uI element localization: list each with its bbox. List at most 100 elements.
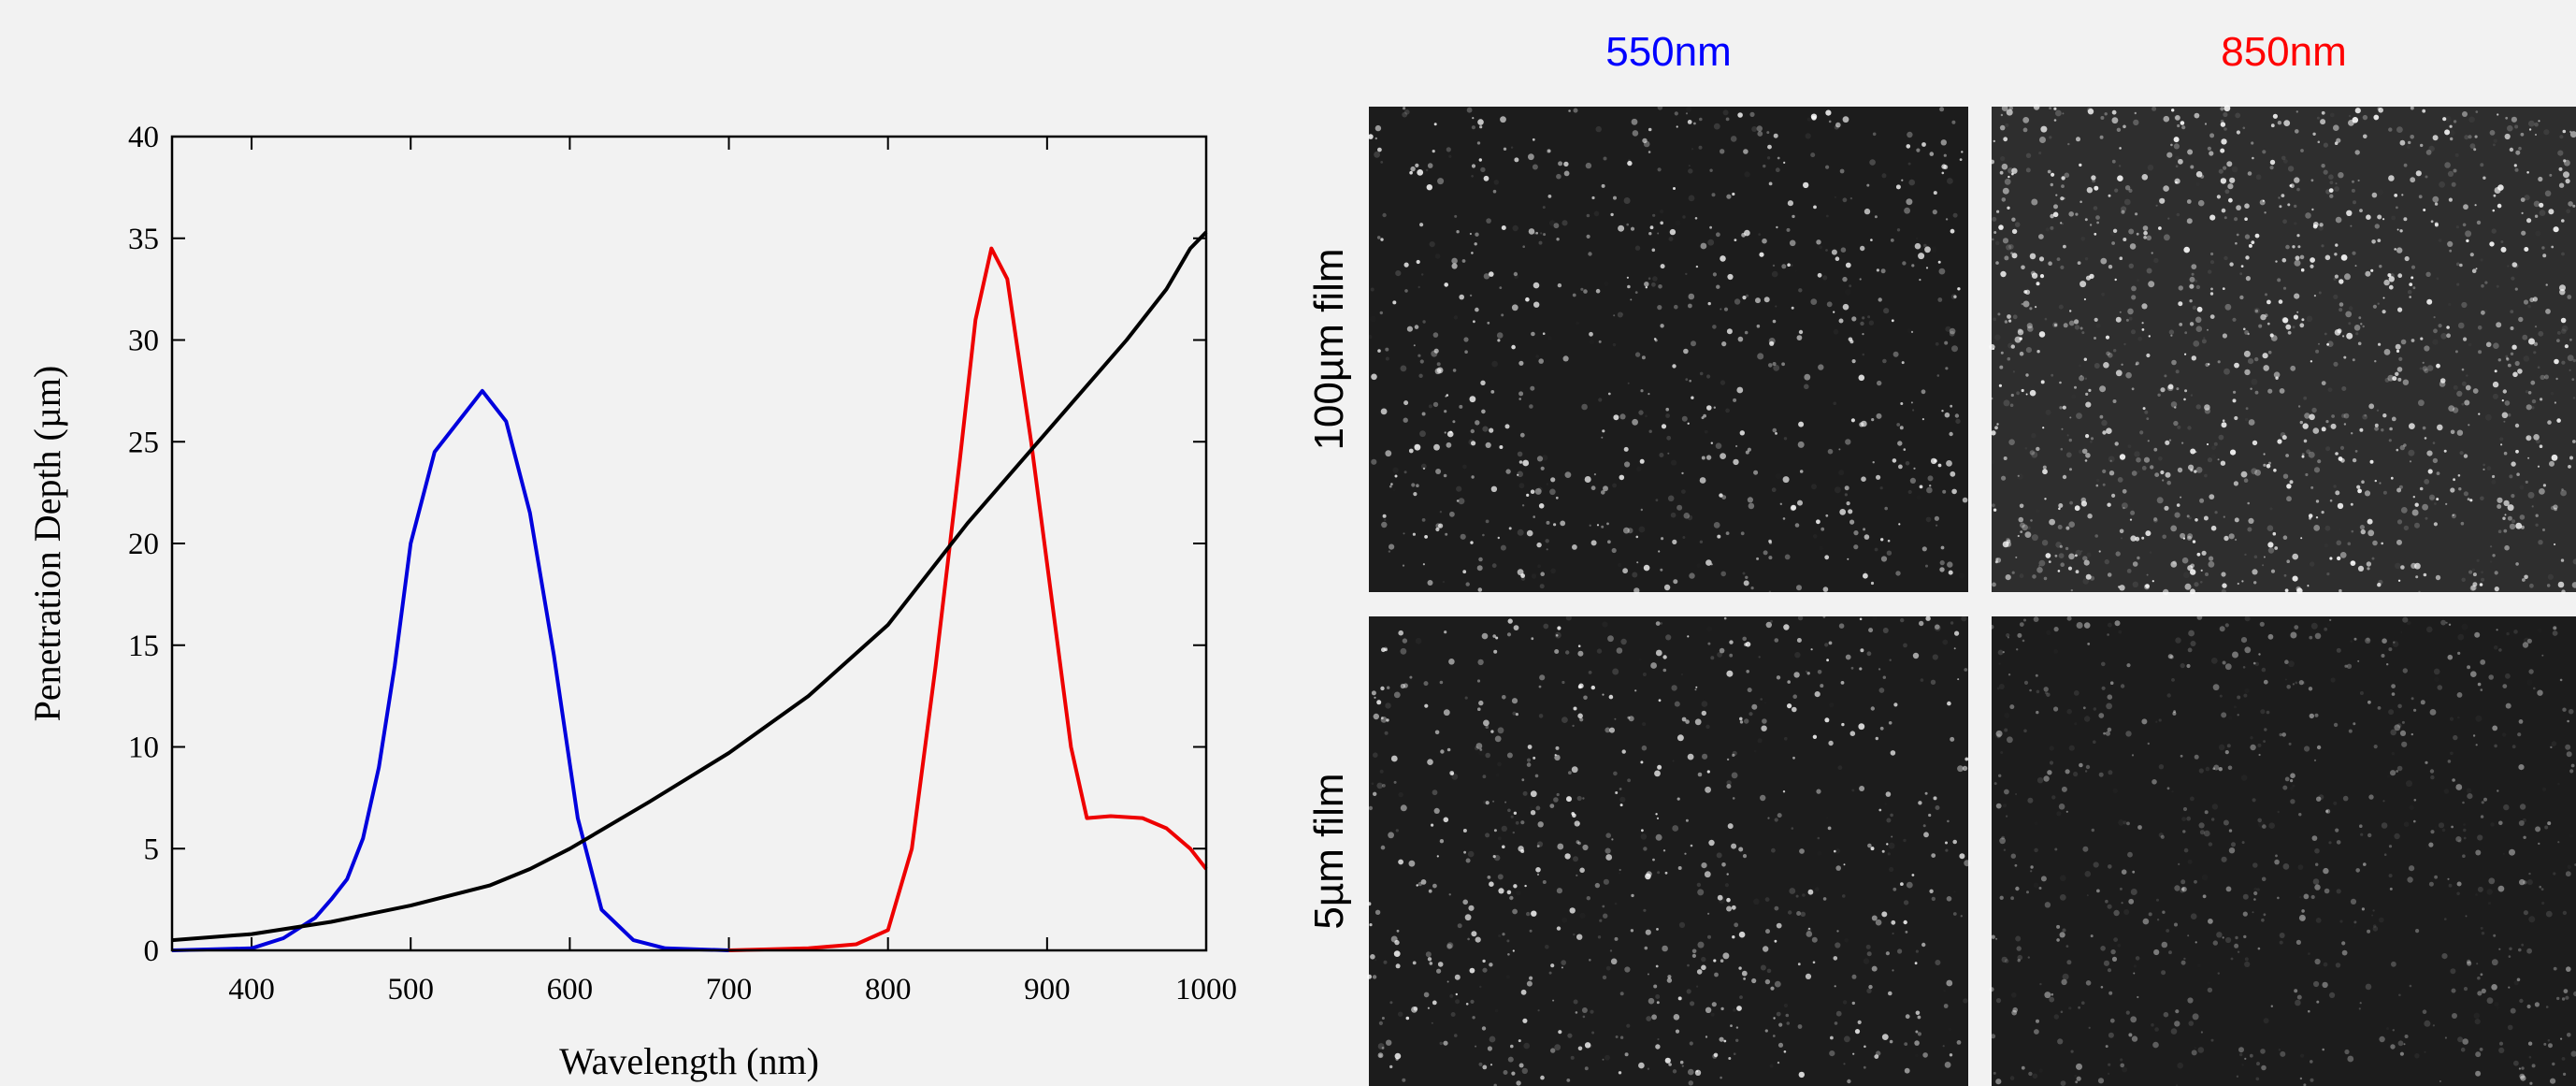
speckle bbox=[1655, 994, 1660, 999]
speckle bbox=[2228, 766, 2233, 771]
speckle bbox=[1547, 548, 1548, 550]
speckle bbox=[1705, 787, 1711, 793]
speckle bbox=[1875, 548, 1878, 552]
speckle bbox=[1869, 321, 1874, 326]
speckle bbox=[1482, 1026, 1486, 1030]
speckle bbox=[2457, 430, 2463, 436]
speckle bbox=[2034, 848, 2038, 853]
speckle bbox=[2398, 357, 2402, 361]
speckle bbox=[1888, 992, 1892, 996]
speckle bbox=[1475, 420, 1479, 425]
speckle bbox=[1439, 369, 1442, 372]
speckle bbox=[1783, 624, 1789, 630]
speckle bbox=[1868, 985, 1872, 989]
speckle bbox=[2411, 107, 2414, 110]
speckle bbox=[1852, 975, 1857, 979]
speckle bbox=[2535, 524, 2538, 527]
speckle bbox=[2334, 253, 2337, 255]
speckle bbox=[2336, 182, 2338, 184]
speckle bbox=[1498, 836, 1502, 840]
speckle bbox=[2007, 540, 2011, 544]
speckle bbox=[2268, 634, 2274, 640]
speckle bbox=[2084, 358, 2087, 361]
speckle bbox=[2076, 570, 2080, 573]
speckle bbox=[1765, 929, 1770, 934]
speckle bbox=[2036, 350, 2039, 353]
speckle bbox=[2022, 1066, 2025, 1070]
speckle bbox=[2039, 1069, 2043, 1073]
speckle bbox=[2118, 944, 2122, 948]
speckle bbox=[1995, 261, 1999, 265]
speckle bbox=[2264, 1018, 2269, 1023]
speckle bbox=[2105, 559, 2109, 564]
speckle bbox=[1878, 809, 1881, 812]
speckle bbox=[1757, 353, 1763, 359]
speckle bbox=[1627, 161, 1632, 166]
speckle bbox=[1873, 133, 1877, 137]
speckle bbox=[2480, 1048, 2483, 1051]
speckle bbox=[2408, 141, 2411, 144]
speckle bbox=[1451, 1012, 1456, 1017]
speckle bbox=[2162, 535, 2166, 540]
speckle bbox=[1700, 477, 1706, 484]
speckle bbox=[2372, 557, 2375, 560]
speckle bbox=[2223, 167, 2226, 170]
speckle bbox=[1663, 849, 1665, 851]
speckle bbox=[2379, 482, 2381, 484]
speckle bbox=[1697, 889, 1704, 895]
speckle bbox=[2187, 199, 2192, 204]
speckle bbox=[1686, 819, 1689, 822]
speckle bbox=[1504, 802, 1506, 804]
speckle bbox=[1466, 1003, 1469, 1006]
speckle bbox=[2520, 514, 2526, 520]
speckle bbox=[2012, 229, 2017, 234]
speckle bbox=[2092, 829, 2094, 832]
speckle bbox=[1947, 702, 1951, 706]
speckle bbox=[1849, 284, 1851, 287]
speckle bbox=[2331, 414, 2335, 418]
speckle bbox=[1855, 1029, 1860, 1034]
speckle bbox=[1511, 345, 1516, 350]
speckle bbox=[2058, 570, 2061, 572]
speckle bbox=[2210, 292, 2213, 295]
speckle bbox=[2108, 992, 2112, 995]
speckle bbox=[1707, 770, 1710, 773]
speckle bbox=[2554, 508, 2557, 512]
speckle bbox=[2195, 317, 2202, 324]
speckle bbox=[2322, 427, 2326, 431]
speckle bbox=[1440, 1042, 1443, 1045]
speckle bbox=[2094, 707, 2096, 710]
speckle bbox=[2446, 333, 2451, 338]
speckle bbox=[1656, 965, 1659, 968]
speckle bbox=[1621, 312, 1623, 314]
speckle bbox=[2554, 359, 2559, 365]
speckle bbox=[1726, 195, 1731, 199]
speckle bbox=[1686, 112, 1688, 114]
speckle bbox=[1950, 229, 1955, 234]
speckle bbox=[2189, 284, 2194, 289]
speckle bbox=[2467, 793, 2472, 799]
speckle bbox=[2294, 205, 2296, 208]
speckle bbox=[2529, 1056, 2532, 1059]
speckle bbox=[1641, 829, 1644, 832]
speckle bbox=[2343, 796, 2349, 802]
speckle bbox=[2396, 350, 2399, 353]
speckle bbox=[2113, 349, 2116, 352]
speckle bbox=[2074, 319, 2079, 324]
speckle bbox=[1528, 745, 1533, 749]
speckle bbox=[1775, 940, 1777, 943]
speckle bbox=[1557, 793, 1560, 796]
speckle bbox=[2424, 369, 2428, 373]
speckle bbox=[2337, 648, 2341, 653]
speckle bbox=[1665, 872, 1668, 875]
speckle bbox=[1603, 1059, 1605, 1061]
speckle bbox=[1645, 947, 1648, 950]
speckle bbox=[2039, 331, 2046, 338]
speckle bbox=[1698, 942, 1705, 948]
speckle bbox=[1682, 215, 1685, 218]
speckle bbox=[2171, 678, 2175, 682]
speckle bbox=[2246, 407, 2249, 410]
speckle bbox=[2223, 127, 2227, 131]
speckle bbox=[1709, 226, 1712, 229]
